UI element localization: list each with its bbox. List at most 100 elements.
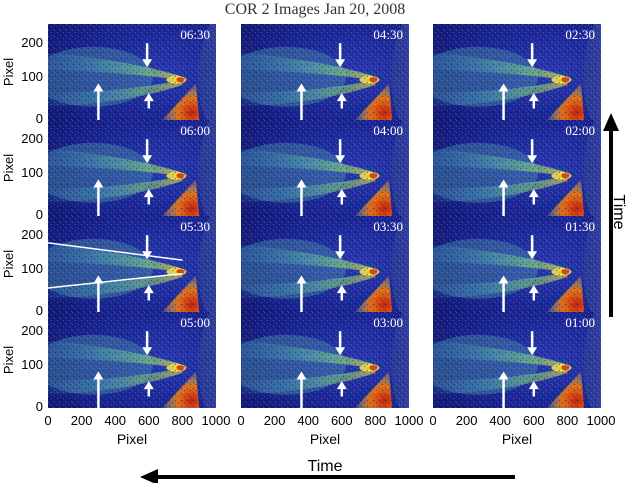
x-axis-label: Pixel (310, 431, 340, 447)
coronagraph-panel: 01:00 (433, 312, 601, 408)
up-arrow-icon (528, 93, 539, 102)
down-arrow-icon (142, 59, 153, 68)
panel-timestamp: 01:30 (565, 219, 595, 234)
down-arrow-icon (142, 155, 153, 164)
x-tick-label: 400 (104, 413, 126, 428)
up-arrow-icon (143, 285, 154, 294)
panel-timestamp: 04:00 (373, 123, 403, 138)
y-axis-label: Pixel (1, 250, 16, 278)
x-tick-label: 600 (331, 413, 353, 428)
trace-line-upper (47, 242, 183, 261)
x-tick-label: 800 (557, 413, 579, 428)
coronagraph-panel: 02:00 (433, 120, 601, 216)
y-tick-label: 200 (21, 227, 43, 242)
down-arrow-icon (335, 347, 346, 356)
up-arrow-icon (296, 275, 307, 284)
up-arrow-icon (528, 381, 539, 390)
coronagraph-panel: 03:00 (241, 312, 409, 408)
up-arrow-icon (93, 275, 104, 284)
coronagraph-panel: 04:30 (241, 24, 409, 120)
x-tick-label: 600 (523, 413, 545, 428)
y-tick-label: 200 (21, 323, 43, 338)
up-arrow-icon (336, 285, 347, 294)
x-tick-label: 800 (172, 413, 194, 428)
coronagraph-panel: 06:00 (48, 120, 216, 216)
up-arrow-icon (498, 179, 509, 188)
y-tick-label: 200 (21, 131, 43, 146)
coronagraph-panel: 05:00 (48, 312, 216, 408)
trace-line-lower (47, 272, 183, 289)
y-tick-label: 0 (36, 303, 43, 318)
coronagraph-panel: 03:30 (241, 216, 409, 312)
down-arrow-icon (527, 155, 538, 164)
up-arrow-icon (93, 179, 104, 188)
y-tick-label: 100 (21, 165, 43, 180)
x-tick-label: 1000 (587, 413, 616, 428)
up-arrow-icon (603, 113, 619, 131)
figure-title: COR 2 Images Jan 20, 2008 (225, 1, 405, 18)
coronagraph-panel: 06:30 (48, 24, 216, 120)
y-tick-label: 0 (36, 207, 43, 222)
x-tick-label: 600 (138, 413, 160, 428)
up-arrow-icon (498, 275, 509, 284)
x-tick-label: 1000 (202, 413, 231, 428)
x-tick-label: 400 (489, 413, 511, 428)
y-tick-label: 100 (21, 357, 43, 372)
x-tick-label: 200 (264, 413, 286, 428)
left-arrow-icon (140, 469, 158, 483)
up-arrow-icon (498, 371, 509, 380)
up-arrow-icon (296, 371, 307, 380)
up-arrow-icon (296, 83, 307, 92)
y-tick-label: 100 (21, 69, 43, 84)
panel-timestamp: 06:30 (180, 27, 210, 42)
y-axis-label: Pixel (1, 154, 16, 182)
down-arrow-icon (335, 59, 346, 68)
y-tick-label: 0 (36, 111, 43, 126)
down-arrow-icon (527, 347, 538, 356)
coronagraph-panel: 04:00 (241, 120, 409, 216)
panel-timestamp: 03:30 (373, 219, 403, 234)
down-arrow-icon (527, 59, 538, 68)
x-tick-label: 400 (297, 413, 319, 428)
x-tick-label: 0 (237, 413, 244, 428)
up-arrow-icon (336, 189, 347, 198)
up-arrow-icon (336, 381, 347, 390)
x-tick-label: 800 (365, 413, 387, 428)
time-label-horizontal: Time (308, 458, 343, 475)
x-tick-label: 200 (456, 413, 478, 428)
x-axis-label: Pixel (117, 431, 147, 447)
panel-timestamp: 02:30 (565, 27, 595, 42)
panel-timestamp: 05:00 (180, 315, 210, 330)
time-label-vertical: Time (610, 195, 627, 230)
up-arrow-icon (528, 285, 539, 294)
up-arrow-icon (143, 189, 154, 198)
up-arrow-icon (143, 381, 154, 390)
panel-timestamp: 04:30 (373, 27, 403, 42)
up-arrow-icon (336, 93, 347, 102)
panel-timestamp: 06:00 (180, 123, 210, 138)
down-arrow-icon (335, 251, 346, 260)
panel-timestamp: 03:00 (373, 315, 403, 330)
coronagraph-panel: 05:30 (47, 216, 216, 312)
coronagraph-panel: 02:30 (433, 24, 601, 120)
up-arrow-icon (528, 189, 539, 198)
up-arrow-icon (93, 83, 104, 92)
down-arrow-icon (527, 251, 538, 260)
up-arrow-icon (498, 83, 509, 92)
y-axis-label: Pixel (1, 58, 16, 86)
coronagraph-panel: 01:30 (433, 216, 601, 312)
y-axis-label: Pixel (1, 346, 16, 374)
y-tick-label: 200 (21, 35, 43, 50)
up-arrow-icon (143, 93, 154, 102)
up-arrow-icon (93, 371, 104, 380)
x-tick-label: 1000 (395, 413, 424, 428)
panel-timestamp: 05:30 (180, 219, 210, 234)
x-tick-label: 200 (71, 413, 93, 428)
down-arrow-icon (335, 155, 346, 164)
panel-timestamp: 02:00 (565, 123, 595, 138)
up-arrow-icon (296, 179, 307, 188)
down-arrow-icon (142, 347, 153, 356)
y-tick-label: 0 (36, 399, 43, 414)
x-axis-label: Pixel (502, 431, 532, 447)
